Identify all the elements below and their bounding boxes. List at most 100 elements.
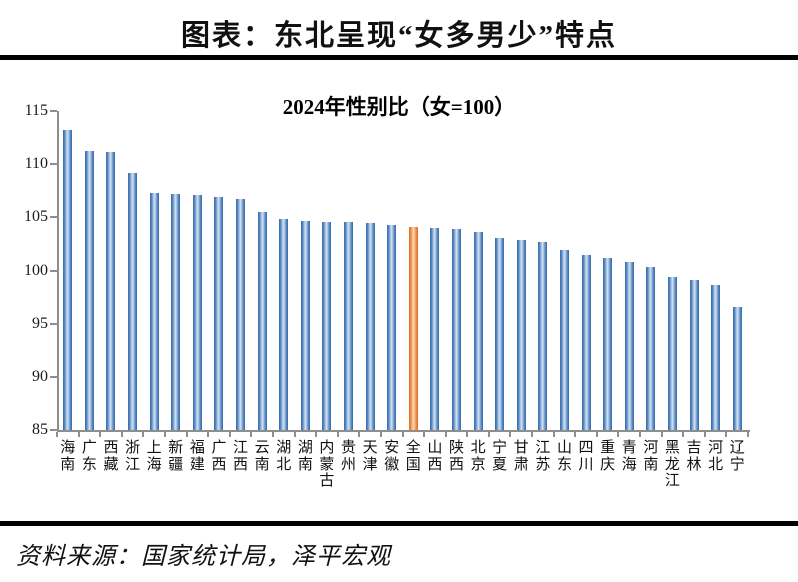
x-tick-mark (747, 432, 749, 437)
x-tick-label-江西: 江西 (233, 440, 249, 473)
x-tick-label-北京: 北京 (470, 440, 486, 473)
x-tick-mark (682, 432, 685, 437)
x-tick-mark (99, 432, 102, 437)
x-tick-label-山西: 山西 (427, 440, 443, 473)
x-tick-label-四川: 四川 (578, 440, 594, 473)
y-tick-label-95: 95 (32, 314, 48, 332)
x-tick-label-西藏: 西藏 (103, 440, 119, 473)
x-tick-label-上海: 上海 (146, 440, 162, 473)
bar-青海 (624, 261, 634, 430)
bar-吉林 (689, 280, 699, 430)
y-tick-mark (50, 110, 57, 112)
x-tick-label-甘肃: 甘肃 (513, 440, 529, 473)
bottom-divider-rule (0, 521, 798, 526)
bar-内蒙古 (322, 221, 332, 430)
x-tick-mark (725, 432, 728, 437)
x-tick-label-广东: 广东 (81, 440, 97, 473)
x-tick-label-海南: 海南 (60, 440, 76, 473)
bar-辽宁 (732, 306, 742, 430)
bar-河北 (711, 285, 721, 430)
x-tick-mark (315, 432, 318, 437)
x-tick-mark (574, 432, 577, 437)
y-tick-mark (50, 216, 57, 219)
x-tick-label-青海: 青海 (621, 440, 637, 473)
x-tick-label-辽宁: 辽宁 (729, 440, 745, 473)
x-tick-label-广西: 广西 (211, 440, 227, 473)
x-tick-mark (487, 432, 490, 437)
x-tick-mark (250, 432, 253, 437)
y-tick-label-90: 90 (32, 367, 48, 385)
x-tick-label-新疆: 新疆 (168, 440, 184, 473)
x-tick-mark (703, 432, 706, 437)
x-tick-mark (509, 432, 512, 437)
figure-title: 图表：东北呈现“女多男少”特点 (180, 20, 617, 52)
x-tick-mark (120, 432, 123, 437)
y-tick-label-85: 85 (32, 421, 48, 438)
bar-河南 (646, 267, 656, 430)
x-tick-label-湖南: 湖南 (297, 440, 313, 473)
x-tick-mark (207, 432, 210, 437)
bar-北京 (473, 232, 483, 430)
y-tick-label-115: 115 (24, 102, 48, 119)
bar-新疆 (171, 193, 181, 430)
x-tick-label-江苏: 江苏 (535, 440, 551, 473)
bar-安徽 (387, 224, 397, 430)
x-tick-mark (423, 432, 426, 437)
y-tick-mark (50, 163, 57, 166)
x-tick-mark (163, 432, 166, 437)
bar-福建 (192, 195, 202, 430)
bar-上海 (149, 192, 159, 430)
bar-江西 (236, 199, 246, 430)
x-tick-mark (185, 432, 188, 437)
x-tick-label-内蒙古: 内蒙古 (319, 440, 335, 489)
bar-广西 (214, 197, 224, 430)
bar-四川 (581, 254, 591, 430)
bar-海南 (63, 130, 73, 430)
x-tick-mark (56, 432, 58, 437)
bar-山东 (559, 250, 569, 430)
x-tick-label-黑龙江: 黑龙江 (664, 440, 680, 489)
bar-山西 (430, 227, 440, 430)
x-tick-label-湖北: 湖北 (276, 440, 292, 473)
x-tick-label-宁夏: 宁夏 (492, 440, 508, 473)
x-tick-mark (271, 432, 274, 437)
x-tick-label-山东: 山东 (556, 440, 572, 473)
x-tick-label-福建: 福建 (189, 440, 205, 473)
x-tick-mark (639, 432, 642, 437)
x-tick-label-河南: 河南 (643, 440, 659, 473)
y-tick-mark (50, 269, 57, 272)
x-tick-mark (228, 432, 231, 437)
x-tick-mark (466, 432, 469, 437)
bar-广东 (84, 151, 94, 430)
bar-天津 (365, 222, 375, 430)
x-tick-mark (142, 432, 145, 437)
bar-陕西 (451, 229, 461, 430)
x-tick-mark (444, 432, 447, 437)
x-tick-mark (336, 432, 339, 437)
bar-湖北 (279, 219, 289, 430)
x-tick-mark (401, 432, 404, 437)
bar-浙江 (128, 172, 138, 430)
x-tick-mark (358, 432, 361, 437)
bar-黑龙江 (667, 276, 677, 430)
bar-江苏 (538, 241, 548, 430)
x-tick-label-天津: 天津 (362, 440, 378, 473)
bar-甘肃 (516, 239, 526, 430)
bar-西藏 (106, 152, 116, 430)
y-tick-mark (50, 322, 57, 325)
x-tick-label-河北: 河北 (708, 440, 724, 473)
x-tick-label-浙江: 浙江 (125, 440, 141, 473)
x-tick-mark (660, 432, 663, 437)
plot-area (57, 111, 750, 432)
bar-重庆 (603, 257, 613, 430)
bar-湖南 (300, 220, 310, 430)
bar-全国 (408, 226, 418, 430)
x-tick-label-云南: 云南 (254, 440, 270, 473)
x-tick-label-陕西: 陕西 (448, 440, 464, 473)
source-note: 资料来源：国家统计局，泽平宏观 (16, 544, 391, 570)
y-tick-label-100: 100 (24, 261, 48, 279)
x-tick-label-安徽: 安徽 (384, 440, 400, 473)
top-divider-rule (0, 55, 798, 60)
x-tick-mark (293, 432, 296, 437)
